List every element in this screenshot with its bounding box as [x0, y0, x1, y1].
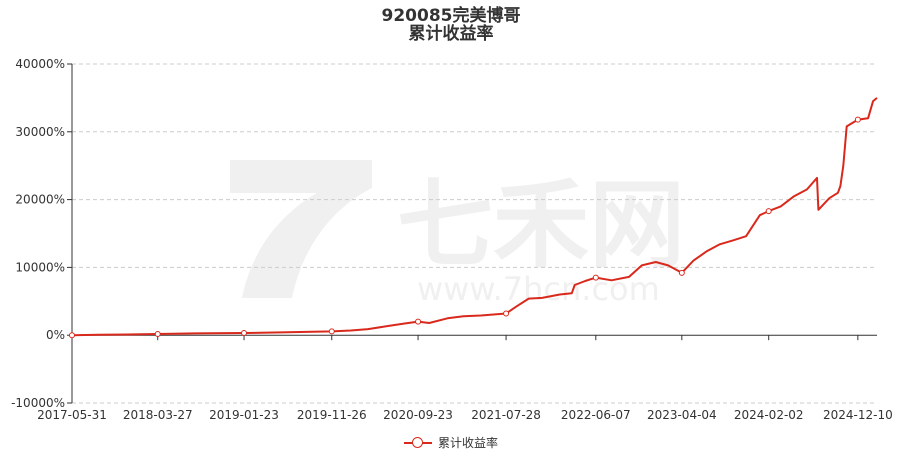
x-tick-label: 2018-03-27: [123, 408, 193, 422]
x-tick-labels: 2017-05-31 2018-03-27 2019-01-23 2019-11-26…: [37, 335, 893, 422]
x-tick-label: 2019-11-26: [297, 408, 367, 422]
series-lines: [71, 97, 878, 337]
data-point[interactable]: [678, 269, 685, 276]
axes: [71, 64, 877, 403]
legend-series-icon: [403, 436, 432, 449]
x-tick-label: 2021-07-28: [471, 408, 541, 422]
y-tick-label: 10000%: [15, 260, 65, 274]
chart-subtitle: 累计收益率: [408, 24, 494, 44]
series-line: [71, 97, 878, 337]
x-tick-label: 2019-01-23: [209, 408, 279, 422]
x-tick-label: 2020-09-23: [383, 408, 453, 422]
y-tick-label: 30000%: [15, 125, 65, 139]
data-point[interactable]: [154, 330, 161, 337]
x-tick-label: 2022-06-07: [561, 408, 631, 422]
grid-lines: [72, 63, 877, 404]
legend[interactable]: 累计收益率: [0, 434, 902, 452]
data-point[interactable]: [503, 310, 510, 317]
data-point[interactable]: [854, 116, 861, 123]
x-tick-label: 2024-12-10: [823, 408, 893, 422]
y-tick-label: -10000%: [11, 396, 65, 410]
y-tick-label: 0%: [46, 328, 65, 342]
data-point[interactable]: [241, 330, 248, 337]
x-tick-label: 2017-05-31: [37, 408, 107, 422]
y-tick-label: 20000%: [15, 193, 65, 207]
x-tick-label: 2023-04-04: [647, 408, 717, 422]
x-tick-label: 2024-02-02: [734, 408, 804, 422]
series-points: [69, 116, 861, 339]
y-tick-label: 40000%: [15, 57, 65, 71]
data-point[interactable]: [765, 208, 772, 215]
data-point[interactable]: [592, 274, 599, 281]
data-point[interactable]: [415, 318, 422, 325]
data-point[interactable]: [69, 332, 75, 339]
y-tick-labels: -10000% 0% 10000% 20000% 30000% 40000%: [11, 57, 72, 410]
data-point[interactable]: [328, 328, 335, 335]
chart-title: 920085完美博哥: [381, 6, 521, 26]
legend-series-label: 累计收益率: [437, 436, 498, 450]
